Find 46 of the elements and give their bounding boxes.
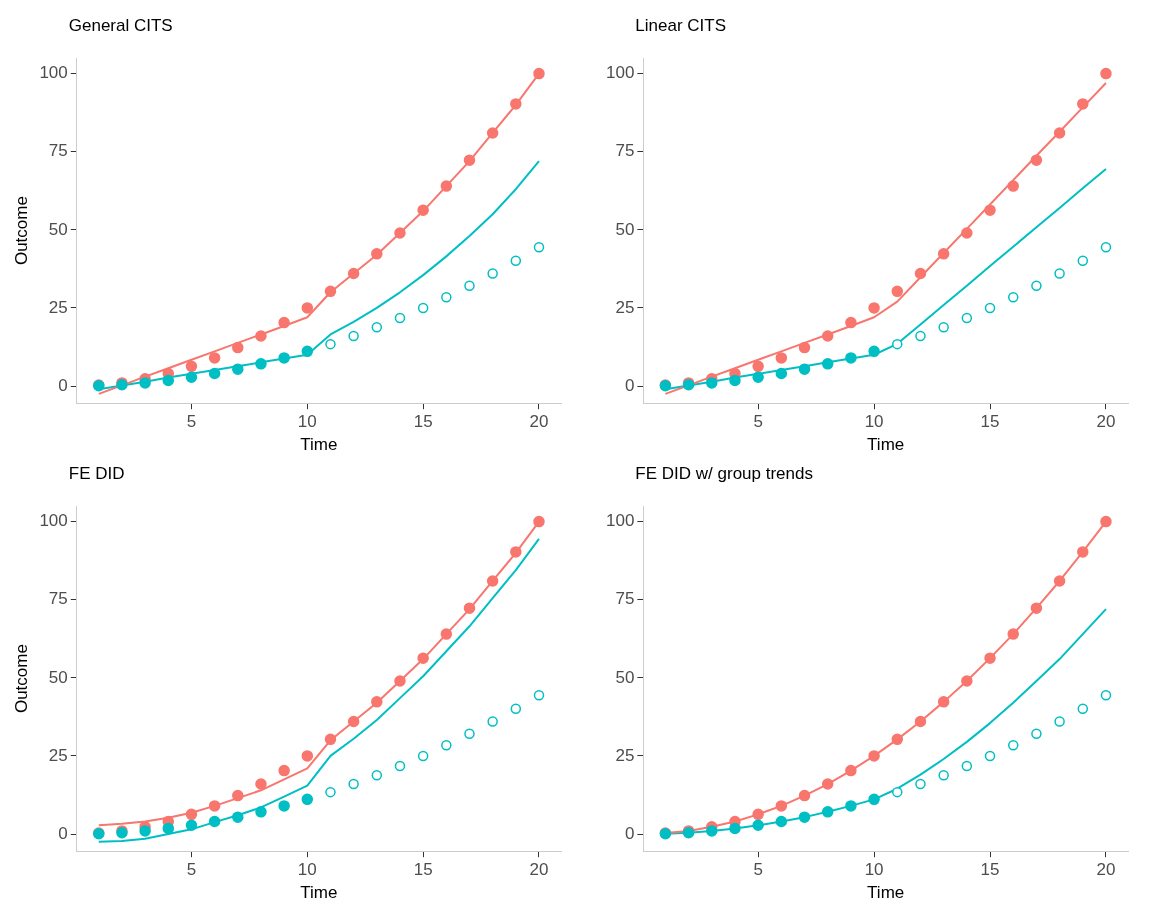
x-tick-label: 10 xyxy=(297,860,317,880)
x-tick-label: 15 xyxy=(980,412,1000,432)
y-axis-title: Outcome xyxy=(11,196,31,266)
y-tick-label: 75 xyxy=(48,589,68,609)
x-tick-label: 10 xyxy=(864,860,884,880)
y-tick-label: 100 xyxy=(605,63,635,83)
y-tick-label: 50 xyxy=(615,219,635,239)
x-tick-label: 20 xyxy=(1096,860,1116,880)
y-axis-title: Outcome xyxy=(11,644,31,714)
x-tick-label: 15 xyxy=(413,412,433,432)
y-tick-label: 25 xyxy=(48,297,68,317)
y-tick-label: 50 xyxy=(48,219,68,239)
x-tick-label: 20 xyxy=(529,412,549,432)
chart-title: FE DID w/ group trends xyxy=(635,464,813,484)
chart-title: General CITS xyxy=(68,16,173,36)
y-tick-label: 100 xyxy=(39,511,68,531)
y-tick-label: 25 xyxy=(615,297,635,317)
x-tick-label: 5 xyxy=(753,860,763,880)
x-axis-title: Time xyxy=(300,435,338,455)
y-tick-label: 100 xyxy=(39,63,68,83)
y-tick-label: 75 xyxy=(615,141,635,161)
y-tick-label: 25 xyxy=(615,745,635,765)
x-axis-title: Time xyxy=(300,883,338,903)
y-tick-label: 50 xyxy=(615,667,635,687)
chart-title: FE DID xyxy=(68,464,125,484)
x-tick-label: 5 xyxy=(186,412,197,432)
y-tick-label: 0 xyxy=(58,823,68,843)
x-tick-label: 20 xyxy=(1096,412,1116,432)
y-tick-label: 0 xyxy=(624,375,635,395)
x-tick-label: 5 xyxy=(186,860,197,880)
x-tick-label: 5 xyxy=(753,412,763,432)
x-axis-title: Time xyxy=(867,435,905,455)
x-axis-title: Time xyxy=(867,883,905,903)
y-tick-label: 0 xyxy=(58,375,68,395)
x-tick-label: 15 xyxy=(413,860,433,880)
y-tick-label: 50 xyxy=(48,667,68,687)
x-tick-label: 15 xyxy=(980,860,1000,880)
y-tick-label: 0 xyxy=(624,823,635,843)
y-tick-label: 75 xyxy=(615,589,635,609)
x-tick-label: 10 xyxy=(297,412,317,432)
y-tick-label: 25 xyxy=(48,745,68,765)
x-tick-label: 20 xyxy=(529,860,549,880)
x-tick-label: 10 xyxy=(864,412,884,432)
y-tick-label: 100 xyxy=(605,511,635,531)
chart-title: Linear CITS xyxy=(635,16,727,36)
y-tick-label: 75 xyxy=(48,141,68,161)
